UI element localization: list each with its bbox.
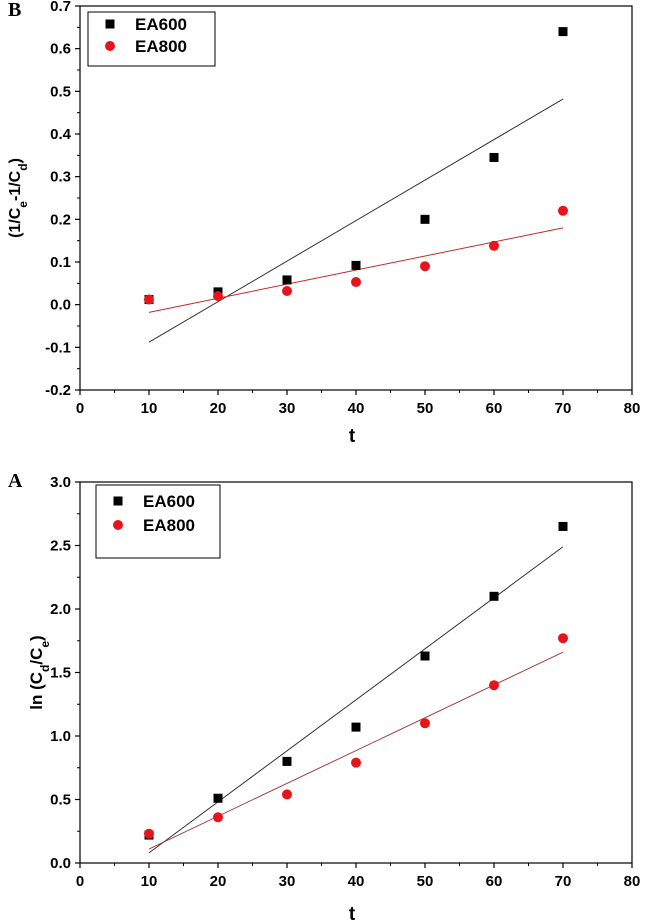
legend: EA600 EA800 — [87, 11, 216, 67]
x-tick-label: 30 — [279, 400, 296, 417]
point-ea800 — [489, 680, 499, 691]
y-tick-label: 1.5 — [50, 665, 71, 682]
point-ea600 — [558, 521, 568, 531]
point-ea800 — [282, 789, 292, 800]
x-tick-label: 10 — [141, 400, 158, 417]
x-tick-label: 70 — [555, 400, 572, 417]
point-ea800 — [351, 277, 361, 288]
legend-marker-ea800 — [105, 41, 115, 51]
fit-line-ea800 — [148, 227, 564, 313]
y-axis-title-part: -1/C — [7, 170, 24, 201]
x-tick-label: 0 — [76, 873, 84, 890]
legend-label-ea600: EA600 — [135, 15, 187, 34]
fit-line-ea600 — [148, 546, 564, 854]
y-tick-label: -0.1 — [45, 339, 71, 356]
x-tick-label: 80 — [624, 873, 641, 890]
legend: EA600 EA800 — [95, 484, 221, 559]
fit-line-ea600 — [148, 98, 564, 343]
x-axis-title: t — [349, 904, 356, 924]
point-ea600 — [489, 591, 499, 601]
y-axis-title-part: ) — [7, 158, 24, 163]
x-tick-label: 70 — [555, 873, 572, 890]
point-ea600 — [351, 260, 361, 270]
y-tick-label: 3.0 — [50, 474, 71, 491]
point-ea800 — [144, 294, 154, 305]
y-tick-label: 2.5 — [50, 538, 71, 555]
x-tick-label: 10 — [141, 873, 158, 890]
y-tick-label: 0.0 — [50, 855, 71, 872]
point-ea800 — [213, 291, 223, 302]
y-tick-label: 0.6 — [50, 41, 71, 58]
y-axis-title-subscript: d — [38, 665, 52, 672]
x-axis-title: t — [349, 426, 356, 447]
y-axis-title: ln (Cd/Ce) — [27, 635, 52, 709]
y-axis-title-subscript: d — [16, 163, 30, 170]
panel-letter: A — [8, 470, 23, 492]
point-ea800 — [144, 828, 154, 839]
point-ea800 — [489, 240, 499, 251]
point-ea600 — [213, 793, 223, 803]
point-ea800 — [558, 205, 568, 216]
y-axis-title-part: ln (C — [27, 672, 46, 710]
y-tick-label: 2.0 — [50, 601, 71, 618]
x-tick-label: 30 — [279, 873, 296, 890]
point-ea800 — [351, 757, 361, 768]
y-tick-label: -0.2 — [45, 382, 71, 399]
y-tick-label: 0.3 — [50, 169, 71, 186]
point-ea600 — [351, 722, 361, 732]
x-tick-label: 80 — [624, 400, 641, 417]
chart-panel-B: B 0 10 20 30 40 50 60 70 80 -0.2 -0.1 0.0 0.1 0.2 0.3 0.… — [7, 0, 640, 447]
panel-letter: B — [8, 0, 21, 21]
y-axis-title-part: /C — [27, 648, 46, 665]
x-tick-label: 60 — [486, 873, 503, 890]
y-axis-title-part: (1/C — [7, 207, 24, 238]
fit-line-ea800 — [148, 651, 564, 850]
y-tick-label: 0.7 — [50, 0, 71, 15]
point-ea800 — [282, 286, 292, 297]
y-axis-title-part: ) — [27, 635, 46, 641]
x-tick-label: 20 — [210, 400, 227, 417]
x-tick-label: 50 — [417, 400, 434, 417]
point-ea800 — [420, 261, 430, 272]
legend-label-ea800: EA800 — [135, 37, 187, 56]
x-tick-label: 20 — [210, 873, 227, 890]
legend-marker-ea800 — [113, 520, 123, 530]
point-ea600 — [489, 152, 499, 162]
y-tick-label: 0.0 — [50, 297, 71, 314]
x-tick-label: 0 — [76, 400, 84, 417]
y-tick-label: 0.1 — [50, 254, 71, 271]
point-ea600 — [558, 27, 568, 37]
point-ea600 — [420, 214, 430, 224]
x-tick-label: 50 — [417, 873, 434, 890]
point-ea800 — [558, 633, 568, 644]
legend-marker-ea600 — [105, 19, 115, 29]
chart-panel-A: A 0 10 20 30 40 50 60 70 80 0.0 0.5 1.0 1.5 2.0 2.5 3.0 t… — [8, 470, 640, 924]
x-tick-label: 60 — [486, 400, 503, 417]
point-ea800 — [213, 812, 223, 823]
x-tick-label: 40 — [348, 400, 365, 417]
y-tick-label: 0.5 — [50, 792, 71, 809]
y-tick-label: 0.5 — [50, 83, 71, 100]
legend-marker-ea600 — [113, 496, 123, 506]
point-ea600 — [282, 756, 292, 766]
y-tick-label: 0.2 — [50, 211, 71, 228]
point-ea800 — [420, 718, 430, 729]
point-ea600 — [420, 651, 430, 661]
y-tick-label: 0.4 — [50, 126, 72, 143]
x-tick-label: 40 — [348, 873, 365, 890]
y-axis-title: (1/Ce-1/Cd) — [7, 158, 30, 238]
point-ea600 — [282, 275, 292, 285]
legend-label-ea600: EA600 — [143, 492, 195, 511]
legend-label-ea800: EA800 — [143, 516, 195, 535]
y-axis-title-subscript: e — [38, 641, 52, 648]
y-tick-label: 1.0 — [50, 728, 71, 745]
y-axis-title-subscript: e — [16, 201, 30, 208]
